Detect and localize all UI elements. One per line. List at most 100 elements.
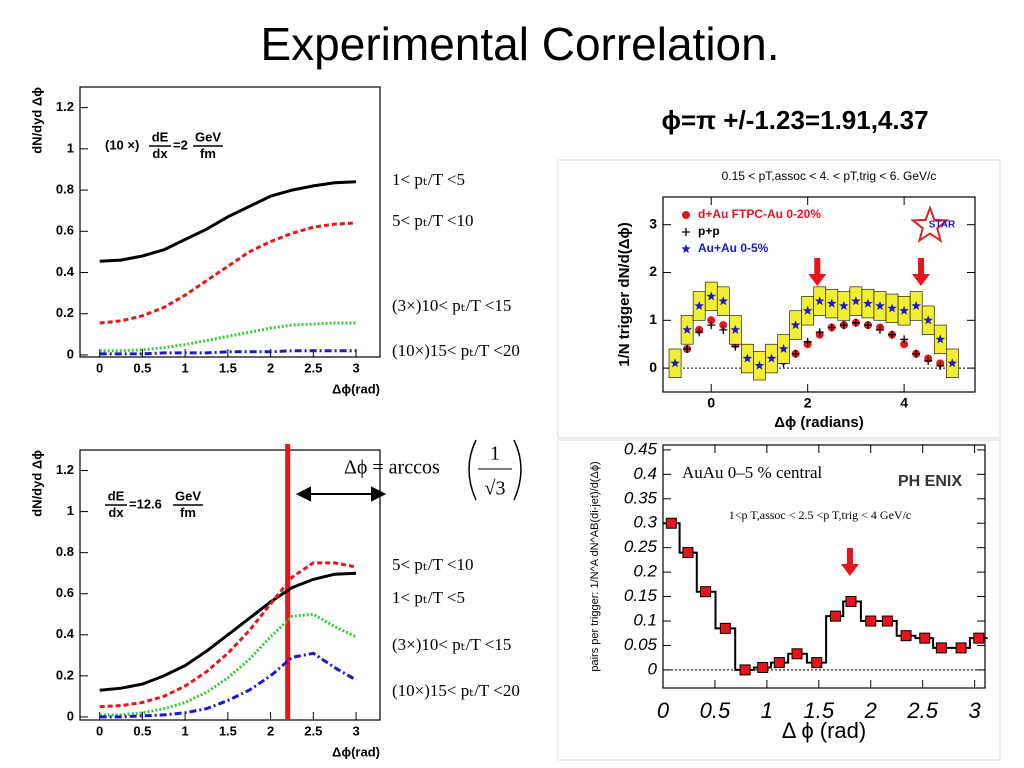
- marker: [778, 344, 789, 353]
- equation-num: 1: [490, 443, 500, 465]
- series-line: [99, 561, 357, 709]
- marker: [863, 298, 873, 308]
- marker: [865, 615, 877, 627]
- marker: [757, 661, 769, 673]
- x-tick-label: 2.5: [304, 723, 322, 738]
- y-tick-label: 0.15: [624, 586, 658, 605]
- legend-label: 5< pₜ/T <10: [392, 555, 474, 574]
- x-tick-label: 0: [657, 698, 670, 723]
- marker: [682, 324, 692, 334]
- legend-label: p+p: [698, 224, 720, 238]
- fraction-den: fm: [200, 146, 216, 161]
- marker: [682, 211, 690, 219]
- marker: [766, 353, 777, 363]
- marker: [851, 296, 861, 306]
- marker: [742, 353, 753, 363]
- double-arrow: [295, 486, 387, 502]
- y-axis-label: dN/dyd Δϕ: [29, 87, 44, 154]
- arrow: [911, 258, 930, 286]
- x-tick-label: 2.5: [906, 698, 938, 723]
- marker: [665, 517, 677, 529]
- fraction-num: GeV: [175, 489, 201, 504]
- plot-frame: [79, 86, 381, 358]
- marker: [887, 303, 897, 313]
- y-tick-label: 0: [648, 659, 658, 678]
- x-tick-label: 1.5: [219, 360, 237, 375]
- logo-star: [910, 205, 950, 243]
- y-tick-label: 1.2: [56, 462, 74, 477]
- x-tick-label: 2: [267, 360, 274, 375]
- marker: [900, 630, 912, 642]
- y-tick-label: 0.8: [56, 181, 74, 196]
- marker: [707, 316, 716, 325]
- y-tick-label: 0.1: [633, 611, 657, 630]
- y-tick-label: 0: [649, 359, 657, 375]
- y-tick-label: 0.25: [624, 537, 658, 556]
- y-tick-label: 1.2: [56, 99, 74, 114]
- fraction-num: GeV: [195, 130, 221, 145]
- marker: [773, 657, 785, 669]
- y-tick-label: 0.3: [633, 513, 657, 532]
- marker: [790, 320, 801, 330]
- y-tick-label: 0.6: [56, 223, 74, 238]
- x-tick-label: 4: [900, 395, 908, 411]
- marker: [719, 321, 728, 330]
- x-tick-label: 0: [96, 360, 103, 375]
- marker: [924, 356, 933, 365]
- y-tick-label: 2: [649, 263, 657, 279]
- marker: [803, 337, 812, 346]
- marker: [815, 296, 825, 306]
- marker: [923, 315, 933, 325]
- x-tick-label: 2: [267, 723, 274, 738]
- marker: [935, 642, 947, 654]
- series-line: [99, 180, 357, 263]
- x-tick-label: 2: [864, 698, 877, 723]
- series-line: [99, 349, 357, 356]
- marker: [739, 664, 751, 676]
- marker: [700, 586, 712, 598]
- phenix-panel: [557, 439, 1001, 761]
- x-axis-label: Δϕ (radians): [774, 414, 864, 431]
- marker: [754, 360, 765, 370]
- chart-title: 0.15 < pT,assoc < 4. < pT,trig < 6. GeV/…: [722, 169, 937, 183]
- x-tick-label: 1.5: [804, 698, 835, 723]
- y-tick-label: 3: [649, 215, 657, 231]
- logo: STAR: [929, 220, 956, 231]
- marker: [839, 301, 849, 310]
- y-tick-label: 0.2: [56, 305, 74, 320]
- y-tick-label: 0.4: [56, 264, 75, 279]
- equation-den: √3: [485, 478, 506, 500]
- legend-label: 5< pₜ/T <10: [392, 211, 474, 230]
- formula-prefix: (10 ×): [105, 137, 139, 152]
- formula-mid: =12.6: [129, 496, 162, 511]
- marker: [791, 648, 803, 660]
- y-tick-label: 0.2: [633, 562, 657, 581]
- marker: [955, 642, 967, 654]
- marker: [911, 301, 921, 310]
- y-tick-label: 0.4: [56, 626, 75, 641]
- chart-subtitle: 1<p T,assoc < 2.5 <p T,trig < 4 GeV/c: [729, 508, 912, 522]
- slide-title: Experimental Correlation.: [260, 18, 779, 70]
- plot-frame: [79, 449, 381, 721]
- marker: [827, 298, 837, 308]
- arrow: [840, 548, 859, 576]
- x-tick-label: 3: [968, 698, 981, 723]
- series-line: [99, 571, 357, 692]
- marker: [863, 321, 872, 330]
- series-line: [99, 321, 357, 353]
- x-tick-label: 1: [182, 723, 189, 738]
- y-tick-label: 0.6: [56, 585, 74, 600]
- marker: [936, 361, 945, 370]
- marker: [881, 615, 893, 627]
- plot-frame: [662, 196, 976, 393]
- series-line: [99, 612, 357, 717]
- marker: [875, 301, 885, 310]
- x-tick-label: 0: [707, 395, 715, 411]
- marker: [791, 349, 800, 358]
- y-tick-label: 0.4: [633, 464, 657, 483]
- x-tick-label: 0: [96, 723, 103, 738]
- legend-label: (3×)10< pₜ/T <15: [392, 635, 511, 654]
- y-tick-label: 0.8: [56, 544, 74, 559]
- marker: [681, 244, 691, 253]
- marker: [876, 325, 885, 334]
